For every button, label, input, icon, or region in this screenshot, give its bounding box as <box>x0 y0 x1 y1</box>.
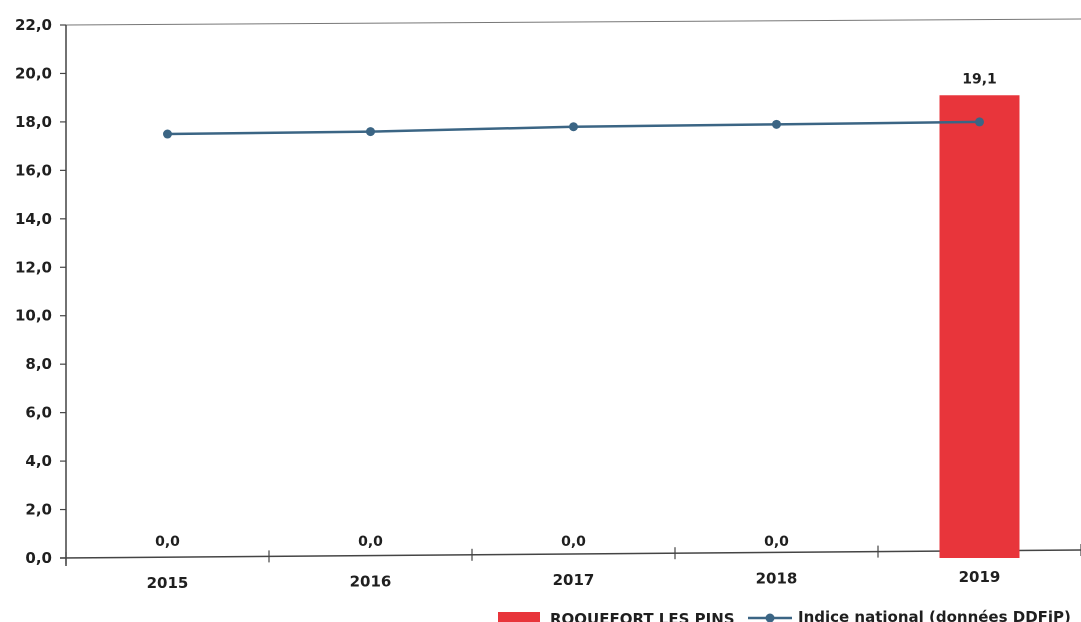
x-tick-label: 2016 <box>350 573 392 591</box>
line-segment <box>573 123 777 129</box>
legend-label-line: Indice national (données DDFiP) <box>798 608 1071 622</box>
legend-label-bar: ROQUEFORT LES PINS <box>550 610 735 622</box>
y-tick-label: 14,0 <box>15 210 52 228</box>
bar-data-label: 0,0 <box>155 534 180 550</box>
y-tick-label: 8,0 <box>25 355 52 373</box>
x-tick-label: 2018 <box>756 570 798 588</box>
line-segment <box>167 130 371 136</box>
x-tick-label: 2015 <box>147 574 189 592</box>
bar <box>939 95 1020 558</box>
line-segment <box>370 125 574 133</box>
line-point <box>772 119 781 129</box>
bar-data-label: 19,1 <box>962 71 997 87</box>
x-tick-label: 2017 <box>553 571 595 589</box>
y-tick-label: 0,0 <box>25 549 52 567</box>
legend: ROQUEFORT LES PINS Indice national (donné… <box>498 608 1071 622</box>
data-labels: 0,0 0,0 0,0 0,0 19,1 <box>155 71 997 550</box>
line-point <box>975 117 984 127</box>
line-point <box>163 129 172 139</box>
y-tick-label: 2,0 <box>25 501 52 519</box>
bar-data-label: 0,0 <box>358 534 383 550</box>
y-tick-label: 4,0 <box>25 452 52 470</box>
plot-top-border <box>65 18 1081 26</box>
x-tick-label: 2019 <box>959 568 1001 586</box>
bars <box>939 95 1020 558</box>
y-tick-label: 20,0 <box>15 64 52 82</box>
legend-swatch-marker <box>765 613 775 622</box>
legend-swatch-bar <box>498 612 540 622</box>
national-index-line <box>163 117 984 139</box>
y-tick-label: 16,0 <box>15 161 52 179</box>
y-tick-label: 22,0 <box>15 16 52 34</box>
bar-data-label: 0,0 <box>764 534 789 550</box>
y-tick-label: 12,0 <box>15 258 52 276</box>
x-axis-line <box>59 549 1081 559</box>
bar-data-label: 0,0 <box>561 534 586 550</box>
line-segment <box>776 120 980 126</box>
y-tick-label: 10,0 <box>15 307 52 325</box>
line-point <box>366 127 375 137</box>
y-tick-label: 6,0 <box>25 404 52 422</box>
axes: 0,0 2,0 4,0 6,0 8,0 10,0 12,0 14,0 16,0 18,0 20,0 2… <box>15 16 1081 592</box>
y-tick-label: 18,0 <box>15 113 52 131</box>
line-point <box>569 122 578 132</box>
